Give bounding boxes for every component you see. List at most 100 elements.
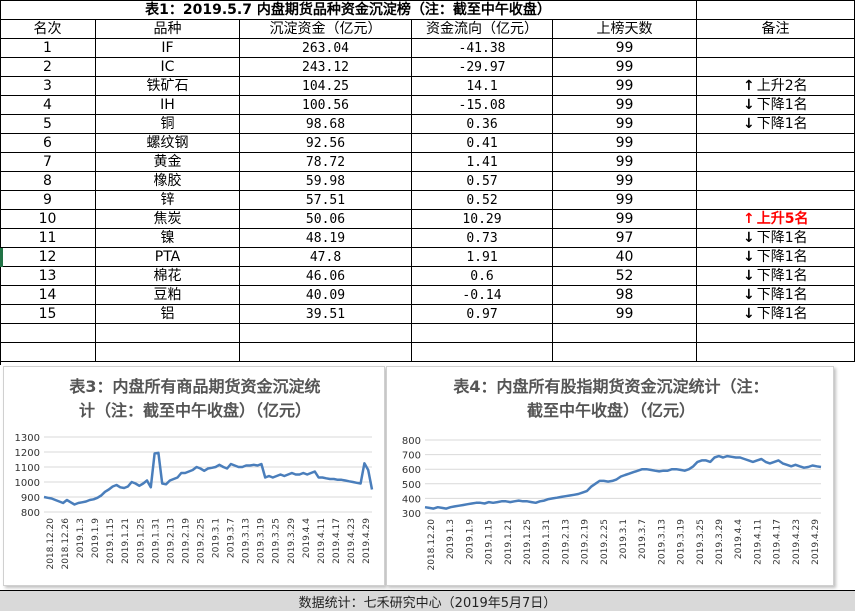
table-cell-note[interactable]: ↓ 下降1名: [697, 305, 855, 324]
table-cell-note[interactable]: ↓ 下降1名: [697, 229, 855, 248]
empty-cell[interactable]: [697, 343, 855, 362]
table-cell-rank[interactable]: 7: [0, 153, 96, 172]
table-cell-rank[interactable]: 14: [0, 286, 96, 305]
table-cell-days[interactable]: 99: [553, 96, 697, 115]
table-cell-funds[interactable]: 59.98: [240, 172, 412, 191]
table-cell-note[interactable]: [697, 172, 855, 191]
empty-cell[interactable]: [96, 324, 240, 343]
empty-cell[interactable]: [697, 324, 855, 343]
table-cell-funds[interactable]: 39.51: [240, 305, 412, 324]
table-cell-flow[interactable]: 10.29: [412, 210, 553, 229]
table-cell-flow[interactable]: 0.52: [412, 191, 553, 210]
table-cell-note[interactable]: ↓ 下降1名: [697, 267, 855, 286]
table-cell-funds[interactable]: 100.56: [240, 96, 412, 115]
table-cell-flow[interactable]: 1.41: [412, 153, 553, 172]
table-title-blank[interactable]: [697, 0, 855, 20]
table-cell-days[interactable]: 99: [553, 172, 697, 191]
table-cell-days[interactable]: 99: [553, 305, 697, 324]
table-cell-name[interactable]: IH: [96, 96, 240, 115]
table-cell-flow[interactable]: 0.41: [412, 134, 553, 153]
table-cell-funds[interactable]: 46.06: [240, 267, 412, 286]
table-cell-note[interactable]: [697, 134, 855, 153]
table-cell-note[interactable]: [697, 39, 855, 58]
table-cell-note[interactable]: ↑ 上升5名: [697, 210, 855, 229]
table-cell-rank[interactable]: 12: [0, 248, 96, 267]
table-cell-flow[interactable]: 0.6: [412, 267, 553, 286]
table-cell-funds[interactable]: 98.68: [240, 115, 412, 134]
table-cell-rank[interactable]: 1: [0, 39, 96, 58]
table-cell-flow[interactable]: 1.91: [412, 248, 553, 267]
table-cell-funds[interactable]: 263.04: [240, 39, 412, 58]
table-cell-days[interactable]: 99: [553, 39, 697, 58]
table-cell-rank[interactable]: 2: [0, 58, 96, 77]
table-cell-name[interactable]: 橡胶: [96, 172, 240, 191]
table-cell-name[interactable]: 焦炭: [96, 210, 240, 229]
table-cell-note[interactable]: [697, 153, 855, 172]
table-cell-days[interactable]: 99: [553, 210, 697, 229]
table-cell-rank[interactable]: 11: [0, 229, 96, 248]
table-cell-name[interactable]: 豆粕: [96, 286, 240, 305]
table-cell-funds[interactable]: 40.09: [240, 286, 412, 305]
table-cell-days[interactable]: 99: [553, 134, 697, 153]
empty-cell[interactable]: [553, 343, 697, 362]
table-cell-note[interactable]: ↓ 下降1名: [697, 96, 855, 115]
empty-cell[interactable]: [240, 324, 412, 343]
table-cell-rank[interactable]: 13: [0, 267, 96, 286]
table-cell-flow[interactable]: 14.1: [412, 77, 553, 96]
table-cell-rank[interactable]: 8: [0, 172, 96, 191]
table-cell-days[interactable]: 99: [553, 77, 697, 96]
table-cell-flow[interactable]: -0.14: [412, 286, 553, 305]
empty-cell[interactable]: [553, 324, 697, 343]
table-cell-name[interactable]: PTA: [96, 248, 240, 267]
table-cell-funds[interactable]: 92.56: [240, 134, 412, 153]
table-cell-days[interactable]: 99: [553, 153, 697, 172]
table-cell-funds[interactable]: 104.25: [240, 77, 412, 96]
table-cell-rank[interactable]: 9: [0, 191, 96, 210]
empty-cell[interactable]: [240, 343, 412, 362]
table-cell-rank[interactable]: 6: [0, 134, 96, 153]
table-cell-note[interactable]: [697, 191, 855, 210]
table-cell-flow[interactable]: 0.97: [412, 305, 553, 324]
table-cell-rank[interactable]: 10: [0, 210, 96, 229]
table-cell-rank[interactable]: 4: [0, 96, 96, 115]
table-cell-flow[interactable]: -41.38: [412, 39, 553, 58]
table-cell-note[interactable]: ↓ 下降1名: [697, 248, 855, 267]
table-cell-rank[interactable]: 5: [0, 115, 96, 134]
table-cell-flow[interactable]: 0.57: [412, 172, 553, 191]
table-cell-days[interactable]: 99: [553, 191, 697, 210]
empty-cell[interactable]: [412, 324, 553, 343]
table-cell-days[interactable]: 52: [553, 267, 697, 286]
table-cell-days[interactable]: 97: [553, 229, 697, 248]
table-cell-note[interactable]: ↓ 下降1名: [697, 286, 855, 305]
chart-index-panel[interactable]: 表4：内盘所有股指期货资金沉淀统计（注： 截至中午收盘）（亿元） 300 400 5…: [386, 366, 834, 586]
table-cell-name[interactable]: 黄金: [96, 153, 240, 172]
table-cell-funds[interactable]: 48.19: [240, 229, 412, 248]
table-cell-flow[interactable]: -15.08: [412, 96, 553, 115]
table-cell-name[interactable]: 螺纹钢: [96, 134, 240, 153]
table-cell-name[interactable]: 锌: [96, 191, 240, 210]
table-cell-days[interactable]: 99: [553, 58, 697, 77]
table-cell-days[interactable]: 40: [553, 248, 697, 267]
table-cell-note[interactable]: ↑ 上升2名: [697, 77, 855, 96]
table-cell-name[interactable]: IC: [96, 58, 240, 77]
table-cell-funds[interactable]: 47.8: [240, 248, 412, 267]
table-cell-name[interactable]: 铁矿石: [96, 77, 240, 96]
series-line[interactable]: [424, 454, 822, 510]
empty-cell[interactable]: [0, 343, 96, 362]
table-cell-name[interactable]: 铝: [96, 305, 240, 324]
table-cell-funds[interactable]: 50.06: [240, 210, 412, 229]
table-cell-name[interactable]: 棉花: [96, 267, 240, 286]
table-cell-rank[interactable]: 15: [0, 305, 96, 324]
empty-cell[interactable]: [0, 324, 96, 343]
chart-commodity-panel[interactable]: 表3：内盘所有商品期货资金沉淀统 计（注：截至中午收盘）（亿元） 800 900 1…: [3, 366, 385, 586]
table-cell-note[interactable]: ↓ 下降1名: [697, 115, 855, 134]
empty-cell[interactable]: [412, 343, 553, 362]
table-cell-name[interactable]: 铜: [96, 115, 240, 134]
table-cell-days[interactable]: 99: [553, 115, 697, 134]
series-line[interactable]: [43, 451, 374, 506]
table-cell-name[interactable]: IF: [96, 39, 240, 58]
table-cell-note[interactable]: [697, 58, 855, 77]
table-cell-funds[interactable]: 243.12: [240, 58, 412, 77]
empty-cell[interactable]: [96, 343, 240, 362]
table-cell-flow[interactable]: 0.36: [412, 115, 553, 134]
